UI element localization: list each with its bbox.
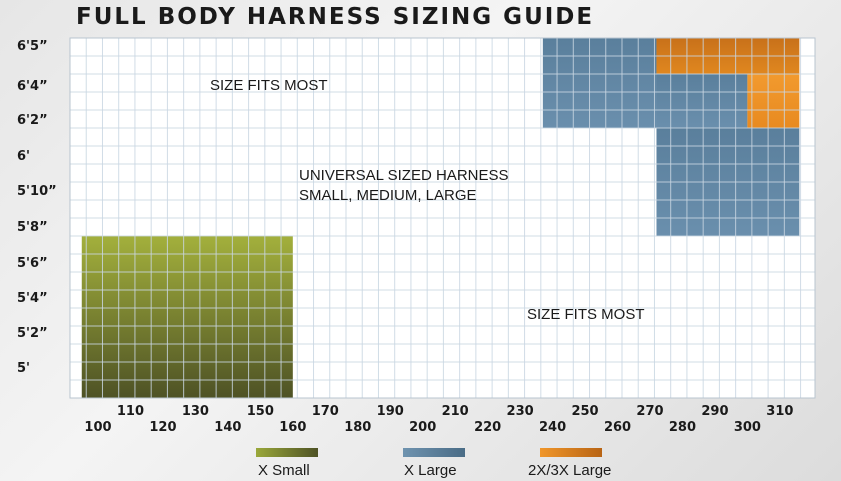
x-tick-label: 260 — [604, 420, 631, 435]
y-tick-label: 6' — [17, 149, 30, 164]
legend-swatch-x-small — [256, 448, 318, 457]
x-tick-label: 200 — [409, 420, 436, 435]
x-tick-label: 140 — [214, 420, 241, 435]
legend-label-x-large: X Large — [404, 462, 457, 479]
legend-label-x-small: X Small — [258, 462, 310, 479]
chart-title: FULL BODY HARNESS SIZING GUIDE — [76, 4, 595, 30]
y-tick-label: 6'4” — [17, 79, 48, 94]
sizing-chart: 6'5” 6'4” 6'2” 6' 5'10” 5'8” 5'6” 5'4” 5'2” 5' 10… — [17, 37, 816, 435]
y-tick-label: 5' — [17, 361, 30, 376]
region-x-large-1 — [542, 38, 657, 128]
region-x-small-0 — [81, 236, 293, 398]
x-tick-label: 130 — [182, 404, 209, 419]
y-tick-label: 5'6” — [17, 256, 48, 271]
x-tick-label: 230 — [507, 404, 534, 419]
plot-border — [69, 37, 816, 399]
x-tick-label: 120 — [149, 420, 176, 435]
x-tick-label: 160 — [279, 420, 306, 435]
legend-label-2x-3x-large: 2X/3X Large — [528, 462, 612, 479]
legend-item-x-small: X Small — [256, 448, 318, 479]
x-tick-label: 280 — [669, 420, 696, 435]
annotation: SMALL, MEDIUM, LARGE — [299, 187, 477, 204]
region-x-large-2 — [656, 74, 748, 128]
x-tick-label: 170 — [312, 404, 339, 419]
x-tick-label: 190 — [377, 404, 404, 419]
annotation: SIZE FITS MOST — [210, 77, 328, 94]
x-tick-label: 310 — [766, 404, 793, 419]
annotation: UNIVERSAL SIZED HARNESS — [299, 167, 509, 184]
annotation: SIZE FITS MOST — [527, 306, 645, 323]
x-tick-label: 270 — [636, 404, 663, 419]
x-tick-label: 300 — [734, 420, 761, 435]
legend-item-2x-3x-large: 2X/3X Large — [528, 448, 611, 479]
y-tick-label: 5'10” — [17, 184, 57, 199]
y-tick-label: 6'5” — [17, 39, 48, 54]
x-tick-label: 290 — [701, 404, 728, 419]
y-tick-label: 5'8” — [17, 220, 48, 235]
x-tick-label: 210 — [442, 404, 469, 419]
x-tick-label: 250 — [571, 404, 598, 419]
legend-item-x-large: X Large — [403, 448, 465, 479]
y-tick-label: 5'2” — [17, 326, 48, 341]
x-tick-label: 220 — [474, 420, 501, 435]
y-tick-label: 6'2” — [17, 113, 48, 128]
legend-swatch-x-large — [403, 448, 465, 457]
x-tick-label: 110 — [117, 404, 144, 419]
x-tick-label: 100 — [84, 420, 111, 435]
x-tick-label: 240 — [539, 420, 566, 435]
region-2x-3x-large-5 — [747, 74, 800, 128]
x-tick-label: 180 — [344, 420, 371, 435]
legend-swatch-2x-3x-large — [540, 448, 602, 457]
x-tick-label: 150 — [247, 404, 274, 419]
y-tick-label: 5'4” — [17, 291, 48, 306]
legend: X Small X Large 2X/3X Large — [0, 448, 841, 481]
